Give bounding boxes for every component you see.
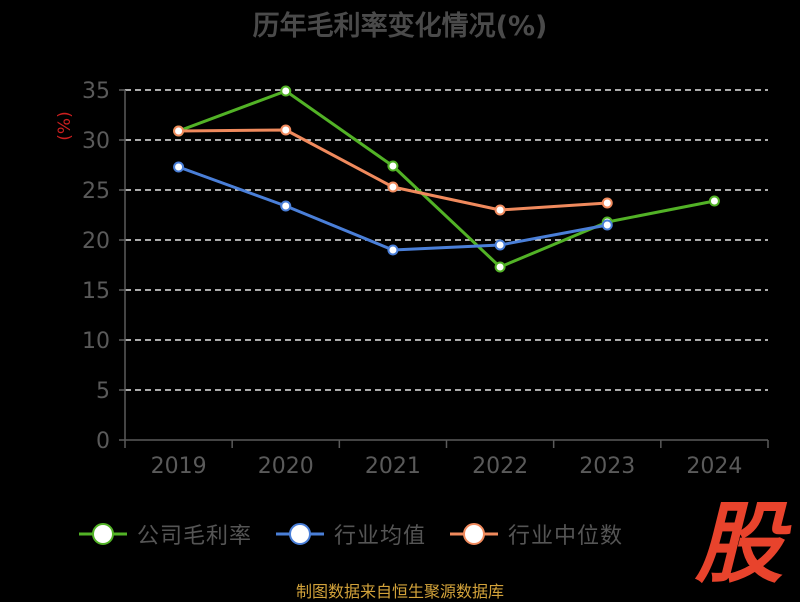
legend: 公司毛利率 行业均值 行业中位数 (0, 518, 700, 550)
data-point-0 (708, 195, 720, 207)
data-point-1 (173, 161, 185, 173)
data-point-1 (280, 200, 292, 212)
legend-label: 行业中位数 (508, 524, 624, 549)
y-tick-label: 35 (82, 79, 110, 104)
legend-marker-icon (275, 523, 324, 545)
data-point-2 (601, 197, 613, 209)
y-tick-label: 5 (96, 379, 110, 404)
legend-item-2[interactable]: 行业中位数 (448, 518, 623, 550)
x-tick-label: 2021 (365, 454, 421, 479)
series-line-0 (178, 89, 715, 269)
data-point-1 (494, 239, 506, 251)
axes: 0 5 10 15 20 25 30 35 2019 2020 2021 2022 2023 2024 (82, 79, 769, 479)
data-point-0 (387, 160, 399, 172)
data-point-2 (280, 124, 292, 136)
data-point-2 (387, 181, 399, 193)
y-tick-label: 15 (82, 279, 110, 304)
logo: 股 (694, 492, 783, 595)
chart-title: 历年毛利率变化情况(%) (252, 11, 548, 42)
x-tick-label: 2023 (579, 454, 635, 479)
y-axis-label: (%) (55, 111, 75, 140)
data-point-0 (280, 85, 292, 97)
x-tick-label: 2022 (472, 454, 528, 479)
x-tick-label: 2020 (258, 454, 314, 479)
y-tick-label: 25 (82, 179, 110, 204)
legend-marker-icon (450, 523, 498, 545)
x-tick-label: 2019 (151, 454, 207, 479)
data-point-2 (173, 125, 185, 137)
legend-item-0[interactable]: 公司毛利率 (77, 518, 252, 550)
x-tick-label: 2024 (686, 454, 742, 479)
legend-label: 行业均值 (333, 524, 426, 549)
source-note: 制图数据来自恒生聚源数据库 (295, 582, 504, 601)
legend-marker-icon (78, 523, 127, 545)
gridlines (125, 89, 768, 391)
y-tick-label: 10 (82, 329, 110, 354)
data-point-0 (494, 261, 506, 273)
y-tick-label: 20 (82, 229, 110, 254)
legend-label: 公司毛利率 (136, 524, 252, 549)
y-tick-label: 0 (96, 429, 110, 454)
legend-item-1[interactable]: 行业均值 (274, 518, 426, 550)
y-tick-label: 30 (82, 129, 110, 154)
data-points (173, 85, 720, 273)
data-point-1 (601, 219, 613, 231)
data-point-1 (387, 244, 399, 256)
data-point-2 (494, 204, 506, 216)
